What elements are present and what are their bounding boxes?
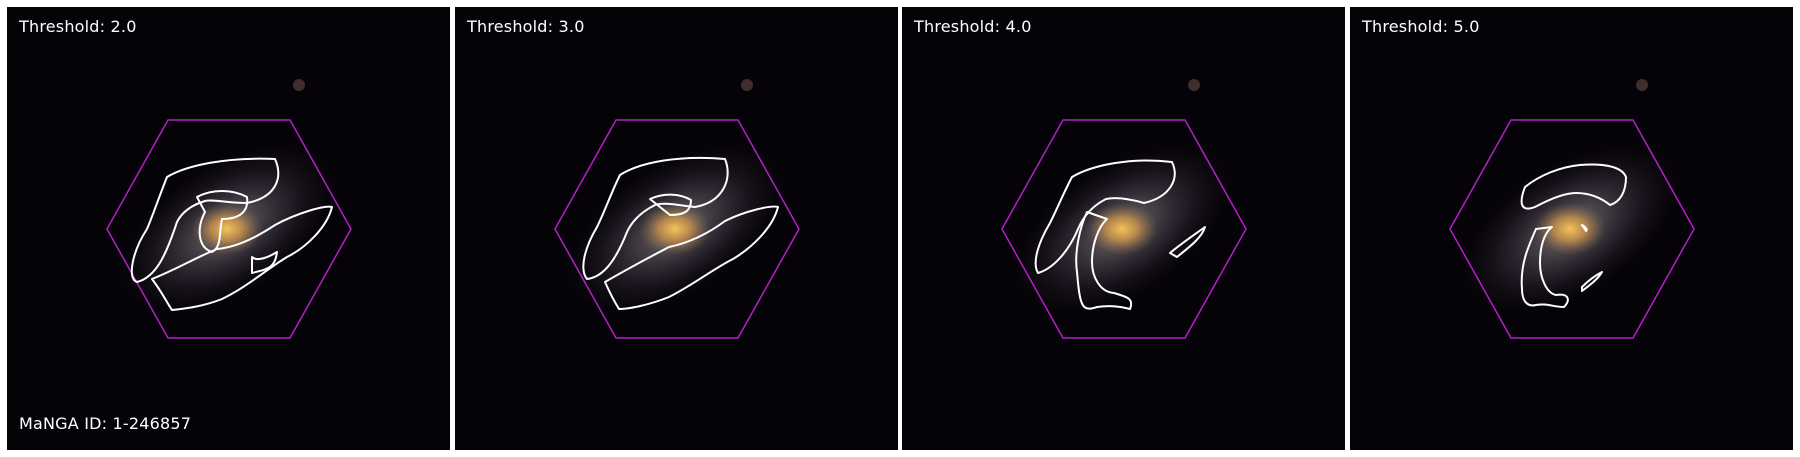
threshold-contours bbox=[1520, 163, 1627, 308]
panel-threshold-2: Threshold: 2.0 MaNGA ID: 1-246857 bbox=[7, 7, 450, 450]
threshold-label: Threshold: 4.0 bbox=[914, 17, 1032, 36]
manga-id-label: MaNGA ID: 1-246857 bbox=[19, 414, 192, 433]
panel-threshold-5: Threshold: 5.0 bbox=[1350, 7, 1793, 450]
fov-hexagon bbox=[554, 119, 800, 339]
panel-threshold-4: Threshold: 4.0 bbox=[902, 7, 1345, 450]
threshold-label: Threshold: 3.0 bbox=[467, 17, 585, 36]
galaxy-image bbox=[1001, 79, 1247, 339]
foreground-star bbox=[741, 79, 753, 91]
threshold-contours bbox=[582, 156, 779, 310]
fov-hexagon bbox=[106, 119, 352, 339]
foreground-star bbox=[1188, 79, 1200, 91]
galaxy-image bbox=[554, 79, 800, 339]
galaxy-image bbox=[1449, 79, 1695, 339]
galaxy-core bbox=[639, 203, 711, 255]
galaxy-image bbox=[106, 79, 352, 339]
galaxy-core bbox=[1086, 203, 1158, 255]
fov-hexagon bbox=[1001, 119, 1247, 339]
threshold-label: Threshold: 5.0 bbox=[1362, 17, 1480, 36]
fov-hexagon bbox=[1449, 119, 1695, 339]
foreground-star bbox=[1636, 79, 1648, 91]
galaxy-core bbox=[1534, 203, 1606, 255]
panel-threshold-3: Threshold: 3.0 bbox=[455, 7, 898, 450]
threshold-contours bbox=[130, 157, 333, 311]
threshold-contours bbox=[1034, 159, 1206, 310]
threshold-label: Threshold: 2.0 bbox=[19, 17, 137, 36]
foreground-star bbox=[293, 79, 305, 91]
